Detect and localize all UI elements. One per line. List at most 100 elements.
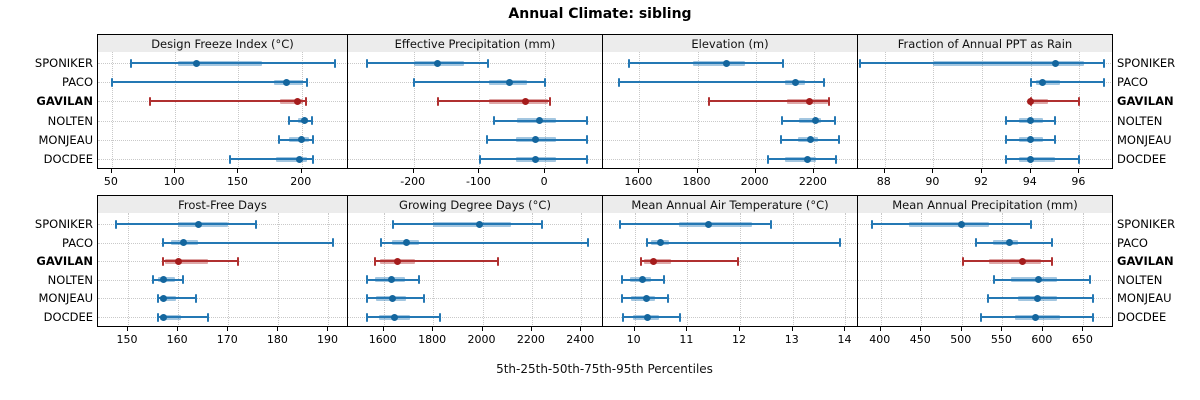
interval-cap (479, 154, 482, 164)
tick-mark (432, 327, 434, 331)
station-label-left: PACO (62, 235, 93, 250)
interval-cap (678, 312, 681, 322)
interval-cap (1092, 312, 1095, 322)
tick-label: 600 (1031, 333, 1053, 346)
gridline-horizontal (603, 298, 857, 300)
median-dot (294, 97, 302, 105)
median-dot (1027, 117, 1035, 125)
station-label-left: MONJEAU (38, 132, 93, 147)
gridline-vertical (1079, 52, 1081, 168)
tick-label: 2200 (798, 175, 827, 188)
median-dot (1019, 257, 1027, 265)
x-axis-label: 5th-25th-50th-75th-95th Percentiles (496, 362, 713, 376)
station-label-left: NOLTEN (47, 272, 93, 287)
gridline-vertical (755, 52, 757, 168)
median-dot (403, 239, 411, 247)
tick-label: 1800 (682, 175, 711, 188)
interval-cap (492, 116, 495, 126)
interval-cap (666, 293, 669, 303)
median-dot (387, 276, 395, 284)
interval-cap (769, 219, 772, 229)
tick-label: 92 (974, 175, 989, 188)
gridline-vertical (413, 52, 415, 168)
gridline-horizontal (858, 120, 1112, 122)
gridline-vertical (1083, 213, 1085, 326)
interval-cap (1050, 256, 1053, 266)
station-label-left: NOLTEN (47, 113, 93, 128)
interval-line (629, 62, 784, 64)
median-dot (1051, 59, 1059, 67)
station-label-left: MONJEAU (38, 291, 93, 306)
interval-cap (312, 154, 315, 164)
interval-line (1030, 81, 1104, 84)
interval-cap (870, 219, 873, 229)
gridline-horizontal (858, 139, 1112, 141)
strip-title: Frost-Free Days (178, 197, 267, 212)
station-label-left: PACO (62, 75, 93, 90)
panel-plot (857, 52, 1113, 169)
interval-cap (423, 293, 426, 303)
gridline-vertical (639, 52, 641, 168)
tick-label: 94 (1022, 175, 1037, 188)
strip-title: Elevation (m) (691, 36, 769, 51)
interval-cap (207, 312, 210, 322)
interval-cap (544, 77, 547, 87)
interval-cap (980, 312, 983, 322)
interval-cap (620, 293, 623, 303)
tick-mark (580, 327, 582, 331)
panel-plot (602, 213, 858, 327)
interval-cap (1005, 154, 1008, 164)
interval-cap (366, 312, 369, 322)
interval-cap (162, 238, 165, 248)
interval-cap (834, 154, 837, 164)
tick-label: 2200 (516, 333, 545, 346)
interval-cap (1029, 219, 1032, 229)
interval-line (149, 100, 306, 103)
gridline-horizontal (98, 139, 347, 141)
interval-cap (157, 312, 160, 322)
median-dot (531, 155, 539, 163)
tick-mark (300, 169, 302, 173)
tick-label: 12 (732, 333, 747, 346)
station-label-right: SPONIKER (1117, 217, 1176, 231)
interval-cap (237, 256, 240, 266)
median-dot (388, 294, 396, 302)
tick-mark (754, 169, 756, 173)
interval-cap (548, 96, 551, 106)
tick-label: 2000 (467, 333, 496, 346)
interval-line (380, 241, 588, 244)
median-dot (642, 294, 650, 302)
tick-mark (638, 169, 640, 173)
interval-cap (332, 238, 335, 248)
panel-strip: Effective Precipitation (mm) (347, 34, 603, 53)
interval-cap (497, 256, 500, 266)
gridline-horizontal (858, 82, 1112, 84)
interval-cap (859, 58, 862, 68)
gridline-vertical (178, 213, 180, 326)
interval-cap (379, 238, 382, 248)
tick-label: 50 (103, 175, 118, 188)
tick-mark (412, 169, 414, 173)
interval-cap (620, 275, 623, 285)
median-dot (393, 257, 401, 265)
interval-cap (780, 116, 783, 126)
interval-cap (366, 275, 369, 285)
gridline-vertical (1030, 52, 1032, 168)
interval-line (871, 223, 1031, 225)
station-label-right: GAVILAN (1117, 94, 1174, 109)
interval-cap (1005, 116, 1008, 126)
tick-mark (960, 327, 962, 331)
gridline-horizontal (603, 159, 857, 160)
tick-mark (382, 327, 384, 331)
station-label-left: GAVILAN (36, 254, 93, 269)
tick-label: 500 (950, 333, 972, 346)
interval-cap (1005, 135, 1008, 145)
panel-strip: Fraction of Annual PPT as Rain (857, 34, 1113, 53)
station-label-right: NOLTEN (1117, 113, 1163, 128)
tick-label: 150 (116, 333, 138, 346)
gridline-horizontal (98, 317, 347, 318)
interval-line (640, 260, 739, 263)
interval-cap (312, 135, 315, 145)
station-label-left: SPONIKER (34, 217, 93, 231)
interval-cap (485, 135, 488, 145)
